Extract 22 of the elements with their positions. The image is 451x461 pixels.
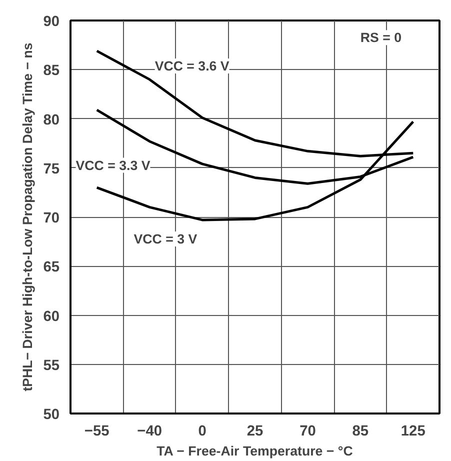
y-tick-label: 55 (43, 358, 60, 374)
series-label: VCC = 3 V (134, 231, 198, 246)
y-tick-label: 65 (43, 260, 60, 276)
y-tick-label: 75 (43, 161, 60, 178)
x-tick-label: 125 (400, 424, 426, 440)
x-tick-label: −55 (84, 424, 110, 440)
y-tick-label: 85 (43, 63, 60, 80)
x-tick-label: 0 (198, 424, 206, 440)
y-tick-label: 70 (43, 210, 60, 226)
y-tick-label: 90 (43, 14, 60, 30)
x-tick-label: −40 (137, 424, 162, 440)
series-label: VCC = 3.3 V (76, 158, 150, 173)
y-tick-label: 50 (43, 407, 60, 423)
x-tick-label: 25 (246, 424, 264, 440)
series-label: VCC = 3.6 V (154, 58, 230, 74)
y-axis-title: tPHL− Driver High-to-Low Propagation Delay Time − ns (20, 42, 36, 392)
x-tick-label: 70 (300, 424, 316, 440)
y-tick-label: 80 (43, 112, 60, 128)
x-tick-label: 85 (352, 424, 369, 440)
annotation: RS = 0 (360, 30, 402, 46)
x-axis-title: TA − Free-Air Temperature − °C (156, 444, 354, 458)
y-tick-label: 60 (43, 308, 60, 325)
